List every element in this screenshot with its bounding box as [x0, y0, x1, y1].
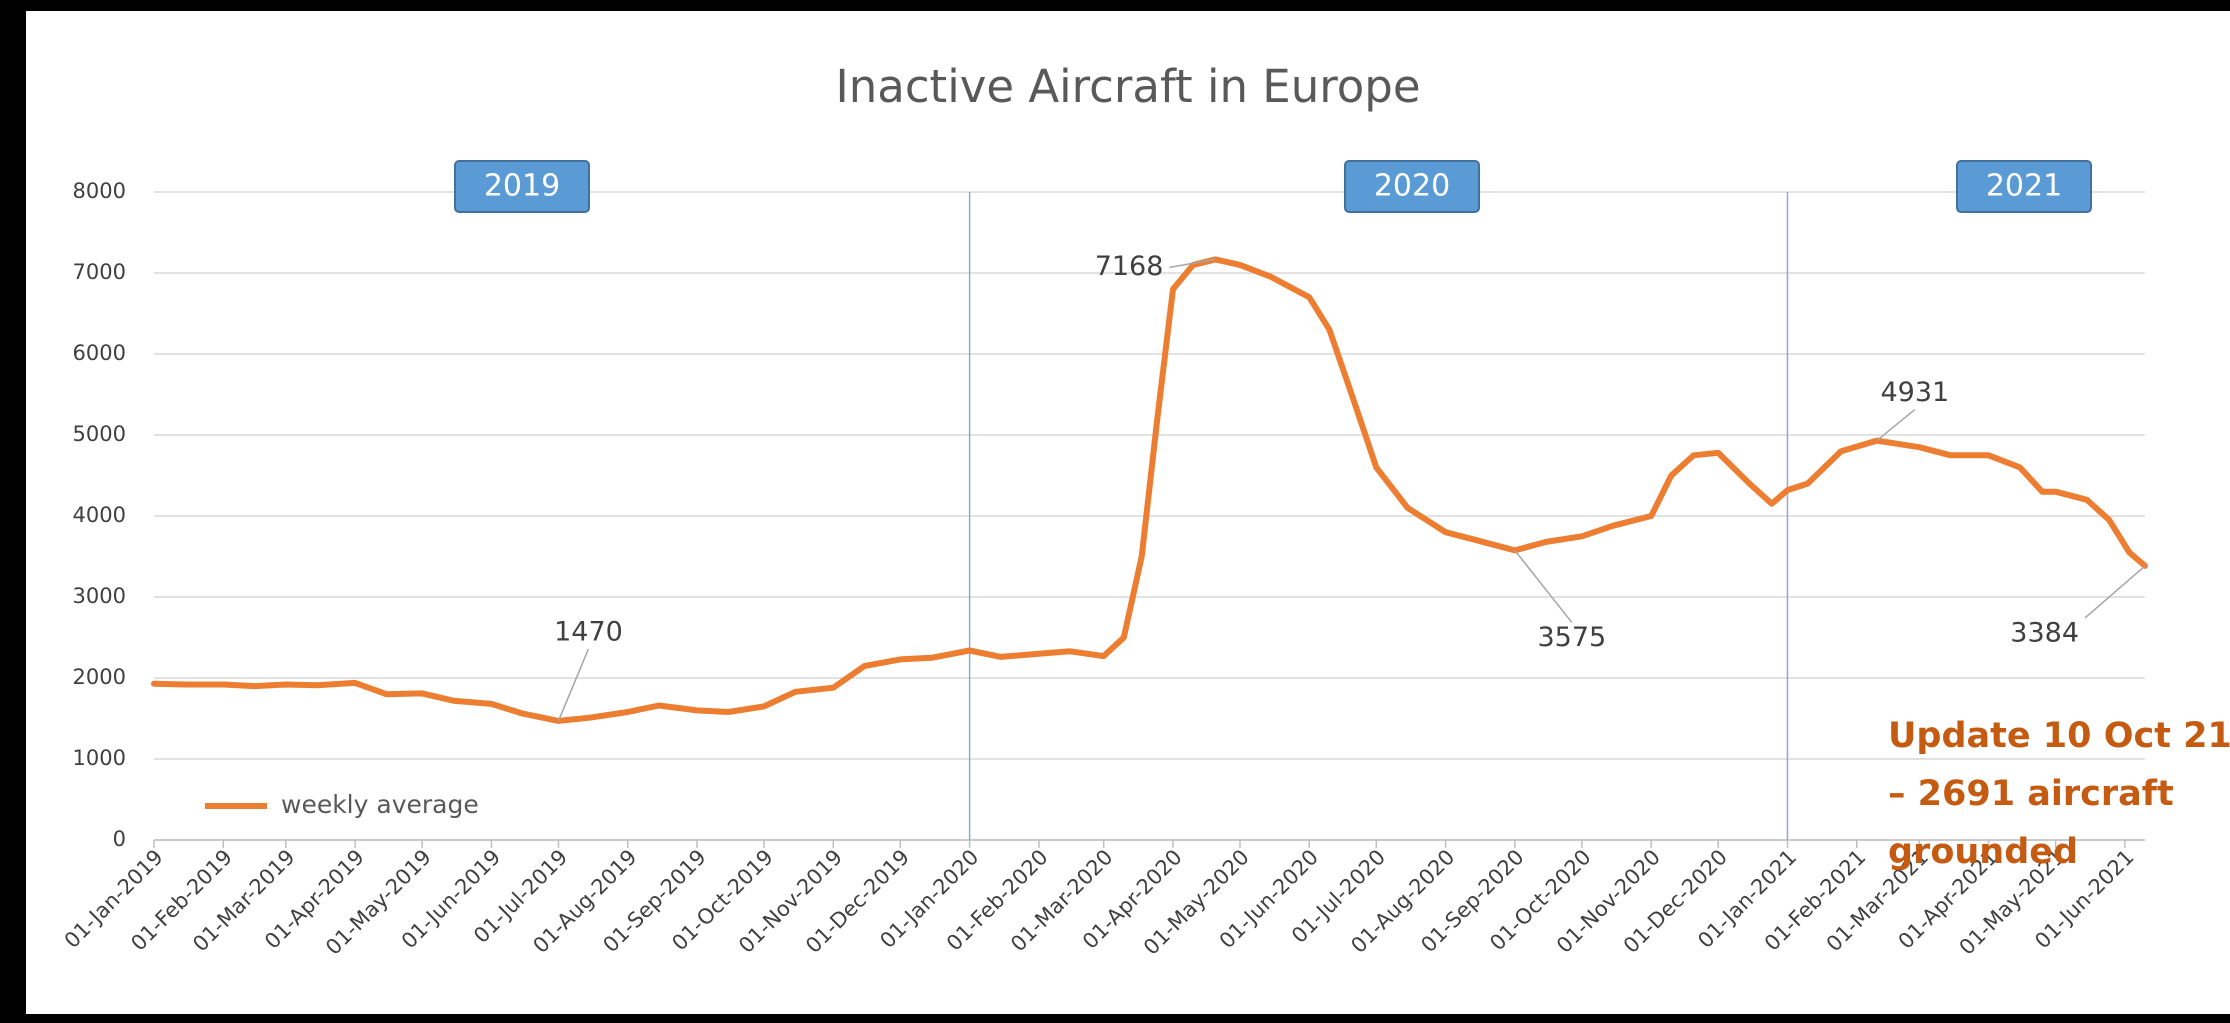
- data-label: 4931: [1880, 377, 1949, 408]
- update-note: Update 10 Oct 21: [1888, 716, 2230, 756]
- data-line: [151, 256, 2148, 724]
- year-label: 2020: [1374, 169, 1450, 204]
- y-tick-label: 8000: [73, 179, 126, 203]
- y-tick-label: 2000: [73, 665, 126, 689]
- y-tick-label: 1000: [73, 746, 126, 770]
- update-note: grounded: [1888, 832, 2078, 872]
- chart-background: [26, 11, 2230, 1014]
- data-label: 1470: [554, 616, 623, 647]
- year-box: [1956, 160, 2092, 213]
- y-tick-label: 6000: [73, 341, 126, 365]
- data-label: 3384: [2010, 617, 2079, 648]
- y-tick-label: 4000: [73, 503, 126, 527]
- label-leader: [2084, 565, 2146, 619]
- y-tick-label: 5000: [73, 422, 126, 446]
- label-leader: [557, 648, 590, 722]
- year-box: [1344, 160, 1480, 213]
- data-label: 7168: [1095, 251, 1164, 282]
- chart-title: Inactive Aircraft in Europe: [835, 60, 1420, 113]
- year-label: 2019: [484, 169, 560, 204]
- year-box: [454, 160, 590, 213]
- update-note: – 2691 aircraft: [1888, 774, 2174, 814]
- label-leader: [1876, 409, 1916, 442]
- year-label: 2021: [1986, 169, 2062, 204]
- data-label: 3575: [1537, 622, 1606, 653]
- label-leader: [1169, 258, 1216, 269]
- label-leader: [1514, 549, 1573, 623]
- y-tick-label: 7000: [73, 260, 126, 284]
- legend-label: weekly average: [281, 790, 479, 819]
- y-tick-label: 0: [113, 827, 126, 851]
- y-tick-label: 3000: [73, 584, 126, 608]
